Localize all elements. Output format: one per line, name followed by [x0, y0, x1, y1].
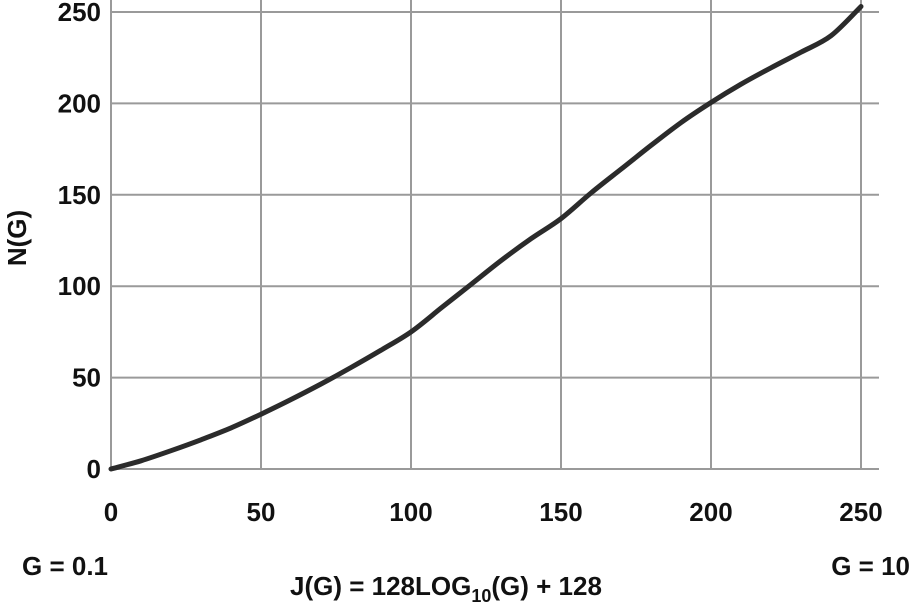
y-tick-label: 50: [72, 363, 101, 393]
x-tick-label: 50: [247, 497, 276, 527]
y-tick-label: 200: [58, 88, 101, 118]
x-tick-label: 100: [389, 497, 432, 527]
y-tick-label: 250: [58, 0, 101, 27]
x-tick-labels: 0 50 100 150 200 250: [104, 497, 883, 527]
y-tick-label: 150: [58, 180, 101, 210]
x-axis-label: J(G) = 128LOG10(G) + 128: [290, 571, 602, 606]
data-series: [108, 4, 864, 472]
annotation-right: G = 10: [831, 551, 910, 581]
y-tick-label: 100: [58, 271, 101, 301]
y-axis-label: N(G): [2, 210, 32, 266]
x-tick-label: 200: [689, 497, 732, 527]
x-tick-label: 150: [539, 497, 582, 527]
x-axis-label-main: J(G) = 128LOG: [290, 571, 471, 601]
x-axis-label-tail: (G) + 128: [491, 571, 602, 601]
x-tick-label: 250: [839, 497, 882, 527]
grid: [110, 0, 879, 470]
x-axis-label-subscript: 10: [471, 586, 491, 606]
x-tick-label: 0: [104, 497, 118, 527]
series-line: [108, 4, 864, 472]
annotation-left: G = 0.1: [22, 551, 108, 581]
y-tick-label: 0: [87, 454, 101, 484]
y-tick-labels: 0 50 100 150 200 250: [58, 0, 101, 484]
